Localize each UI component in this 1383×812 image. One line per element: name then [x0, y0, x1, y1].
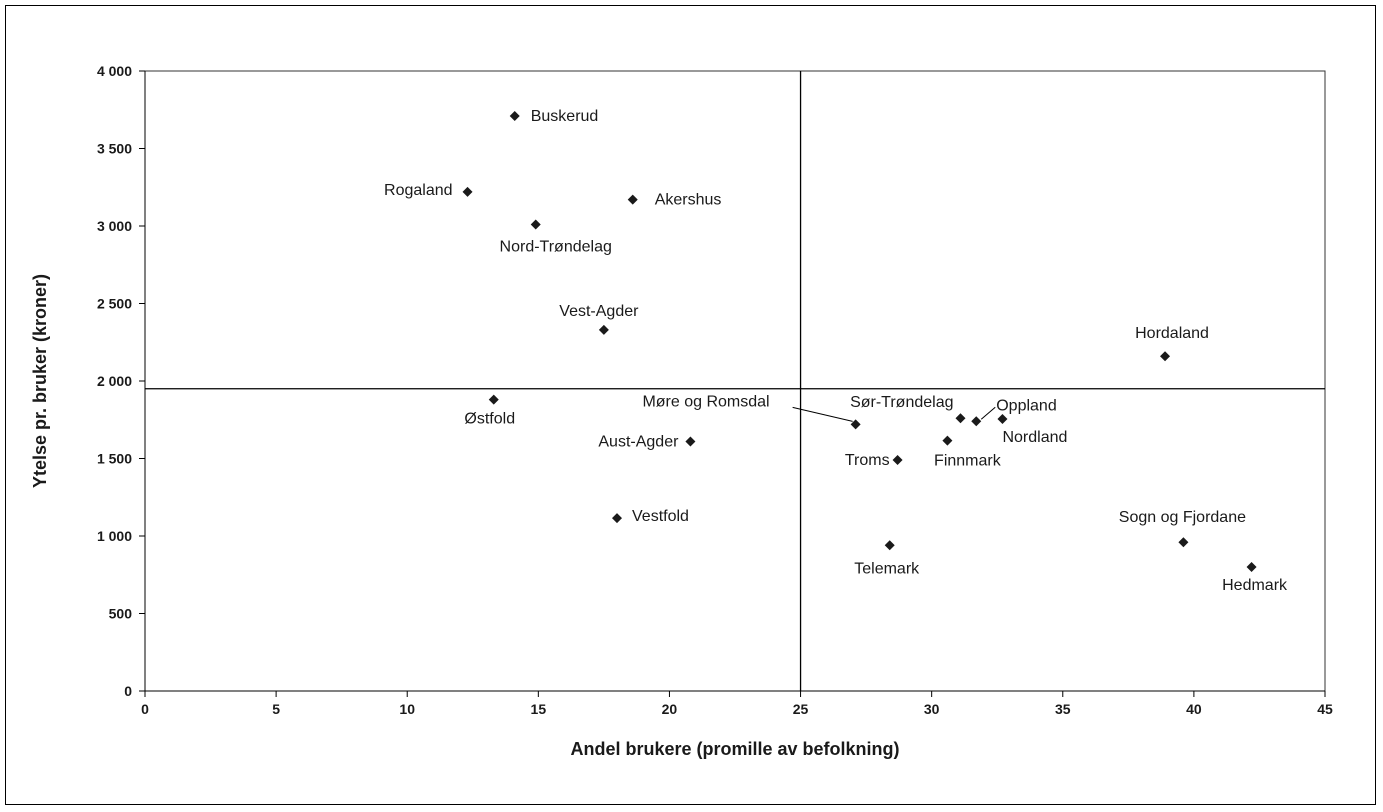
x-tick-label: 45	[1317, 701, 1333, 717]
data-point-label: Hordaland	[1135, 325, 1209, 342]
data-point-label: Finnmark	[934, 453, 1002, 470]
chart-frame	[5, 5, 1376, 805]
y-tick-label: 0	[124, 683, 132, 699]
data-point-label: Nordland	[1002, 429, 1067, 446]
data-point-label: Vestfold	[632, 508, 689, 525]
x-tick-label: 35	[1055, 701, 1071, 717]
y-tick-label: 4 000	[97, 63, 132, 79]
y-tick-label: 3 000	[97, 218, 132, 234]
x-tick-label: 20	[662, 701, 678, 717]
y-tick-label: 3 500	[97, 141, 132, 157]
data-point-marker	[462, 186, 473, 197]
data-point-marker	[942, 435, 953, 446]
data-point-label: Aust-Agder	[598, 433, 679, 450]
data-point-marker	[598, 324, 609, 335]
y-tick-label: 1 500	[97, 451, 132, 467]
data-point-marker	[892, 455, 903, 466]
y-axis-ticks: 0 500 1 000 1 500 2 000 2 500 3 000 3 500 4 000	[97, 63, 145, 699]
x-tick-label: 0	[141, 701, 149, 717]
x-axis-title: Andel brukere (promille av befolkning)	[570, 739, 899, 759]
data-point-label: Telemark	[854, 560, 920, 577]
data-point-label: Nord-Trøndelag	[500, 238, 612, 255]
y-tick-label: 2 500	[97, 296, 132, 312]
data-point-marker	[971, 416, 982, 427]
data-point-marker	[685, 436, 696, 447]
label-leader-lines	[792, 406, 996, 422]
data-point-marker	[1178, 537, 1189, 548]
y-tick-label: 500	[109, 606, 133, 622]
y-tick-label: 1 000	[97, 528, 132, 544]
data-point-label: Østfold	[464, 411, 515, 428]
data-point-label: Sør-Trøndelag	[850, 394, 953, 411]
data-labels: Buskerud Rogaland Akershus Nord-Trøndelag Ve…	[384, 108, 1288, 594]
x-axis-ticks: 0 5 10 15 20 25 30 35 40 45	[141, 691, 1333, 717]
data-point-marker	[627, 194, 638, 205]
data-point-marker	[850, 419, 861, 430]
x-tick-label: 40	[1186, 701, 1202, 717]
data-point-marker	[955, 413, 966, 424]
data-point-marker	[884, 540, 895, 551]
data-points	[462, 110, 1257, 572]
data-point-marker	[612, 513, 622, 524]
data-point-label: Rogaland	[384, 182, 453, 199]
plot-area	[144, 70, 1326, 692]
axes	[144, 71, 1325, 692]
data-point-label: Vest-Agder	[559, 303, 639, 320]
x-tick-label: 25	[793, 701, 809, 717]
label-leader-line	[980, 406, 996, 420]
y-axis-title: Ytelse pr. bruker (kroner)	[30, 274, 50, 488]
x-tick-label: 10	[399, 701, 415, 717]
data-point-label: Akershus	[655, 192, 722, 209]
x-tick-label: 15	[531, 701, 547, 717]
y-tick-label: 2 000	[97, 373, 132, 389]
x-tick-label: 5	[272, 701, 280, 717]
data-point-label: Buskerud	[531, 108, 599, 125]
data-point-label: Oppland	[996, 397, 1056, 414]
label-leader-line	[792, 406, 853, 422]
data-point-marker	[530, 219, 541, 230]
data-point-label: Hedmark	[1222, 577, 1288, 594]
x-tick-label: 30	[924, 701, 940, 717]
data-point-label: Troms	[845, 452, 890, 469]
data-point-label: Møre og Romsdal	[642, 393, 769, 410]
data-point-marker	[509, 110, 520, 121]
data-point-label: Sogn og Fjordane	[1119, 509, 1246, 526]
data-point-marker	[488, 394, 499, 405]
data-point-marker	[1160, 351, 1171, 362]
data-point-marker	[1246, 562, 1257, 572]
data-point-marker	[997, 413, 1008, 424]
reference-lines	[145, 71, 1325, 691]
